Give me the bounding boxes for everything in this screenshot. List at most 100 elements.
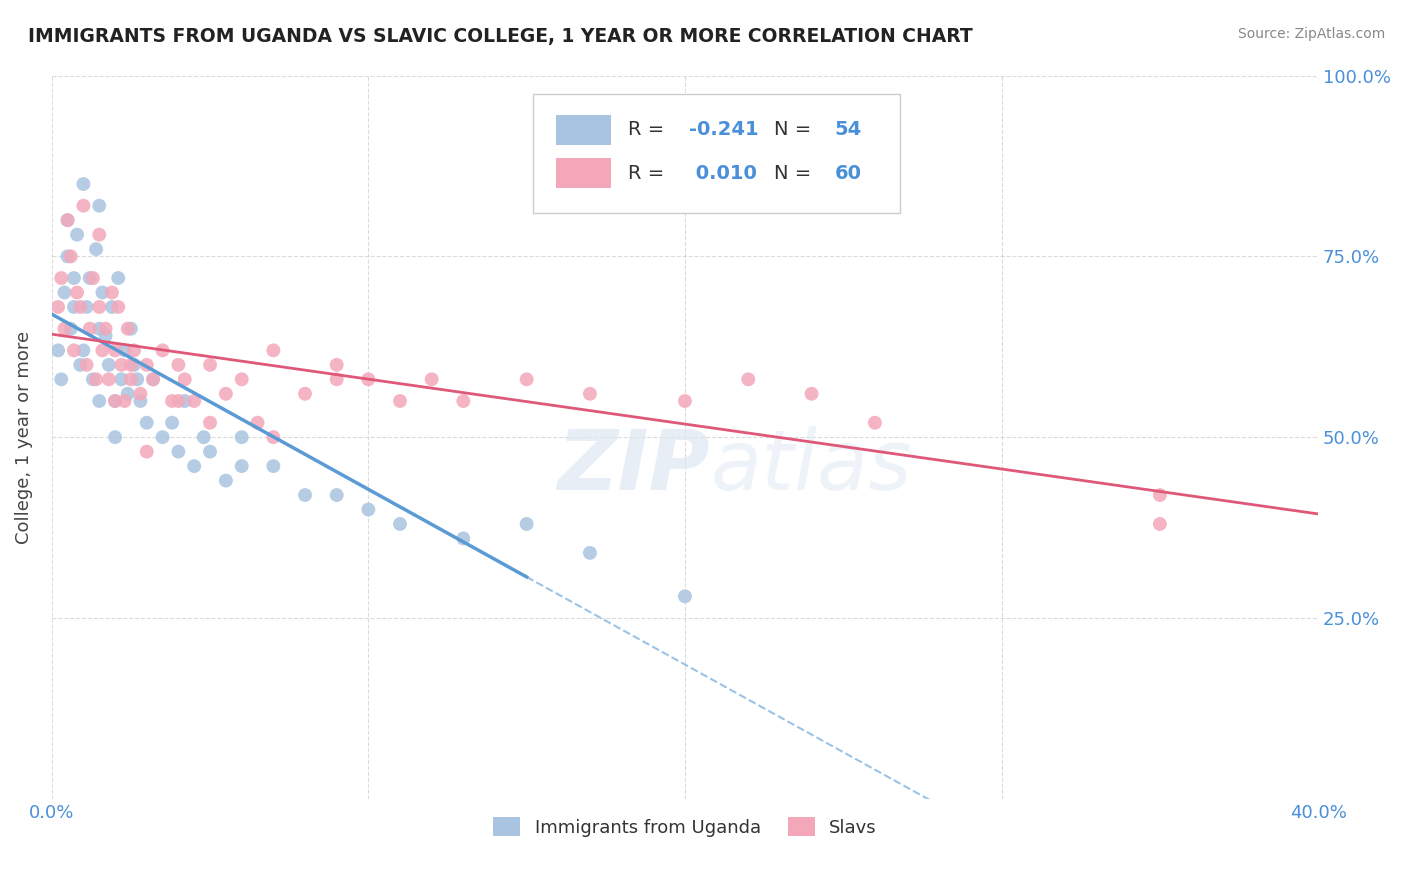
Point [215, 386, 238, 401]
Point [63, 300, 86, 314]
Point [69, 358, 91, 372]
Point [110, 358, 132, 372]
Point [59, 321, 82, 335]
Point [120, 358, 142, 372]
Point [246, 416, 269, 430]
Point [51, 271, 73, 285]
Point [262, 343, 284, 358]
Point [1149, 488, 1171, 502]
Point [72, 199, 94, 213]
Point [94, 329, 117, 343]
Point [357, 502, 380, 516]
Point [129, 386, 152, 401]
Point [84, 242, 107, 256]
Point [863, 416, 886, 430]
Point [104, 394, 127, 409]
Text: Source: ZipAtlas.com: Source: ZipAtlas.com [1237, 27, 1385, 41]
Text: R =: R = [628, 120, 671, 139]
Point [72, 177, 94, 191]
Point [420, 372, 443, 386]
Point [388, 394, 411, 409]
Point [56, 213, 79, 227]
Text: IMMIGRANTS FROM UGANDA VS SLAVIC COLLEGE, 1 YEAR OR MORE CORRELATION CHART: IMMIGRANTS FROM UGANDA VS SLAVIC COLLEGE… [28, 27, 973, 45]
Point [97, 358, 120, 372]
Point [357, 372, 380, 386]
Point [135, 358, 157, 372]
Point [231, 372, 253, 386]
Point [516, 372, 538, 386]
Text: ZIP: ZIP [558, 425, 710, 507]
Point [91, 285, 114, 300]
Point [94, 321, 117, 335]
Point [79, 321, 101, 335]
Point [579, 386, 602, 401]
Point [262, 459, 284, 474]
Point [51, 372, 73, 386]
Point [183, 459, 205, 474]
Text: 0.010: 0.010 [689, 163, 756, 183]
FancyBboxPatch shape [533, 94, 900, 213]
Point [63, 343, 86, 358]
Point [737, 372, 759, 386]
Point [89, 227, 111, 242]
Point [104, 430, 127, 444]
Point [127, 372, 149, 386]
Point [231, 459, 253, 474]
Point [1149, 516, 1171, 531]
Point [388, 516, 411, 531]
Point [122, 343, 145, 358]
FancyBboxPatch shape [555, 158, 612, 188]
Point [173, 372, 195, 386]
Point [63, 271, 86, 285]
Point [114, 394, 136, 409]
Point [76, 358, 98, 372]
Point [101, 285, 124, 300]
Point [76, 300, 98, 314]
Point [117, 386, 139, 401]
Point [142, 372, 165, 386]
Text: N =: N = [773, 163, 817, 183]
Point [89, 300, 111, 314]
Point [97, 372, 120, 386]
Point [673, 394, 696, 409]
Point [120, 372, 142, 386]
Point [46, 300, 69, 314]
Point [82, 372, 104, 386]
Point [79, 271, 101, 285]
Point [89, 394, 111, 409]
Point [198, 416, 221, 430]
Point [325, 358, 347, 372]
Point [453, 532, 475, 546]
Point [167, 444, 190, 458]
Point [193, 430, 215, 444]
Point [72, 343, 94, 358]
Point [66, 285, 89, 300]
Point [160, 416, 183, 430]
Legend: Immigrants from Uganda, Slavs: Immigrants from Uganda, Slavs [486, 810, 884, 844]
Y-axis label: College, 1 year or more: College, 1 year or more [15, 331, 32, 544]
Point [46, 343, 69, 358]
Point [104, 343, 127, 358]
Point [84, 372, 107, 386]
Point [69, 300, 91, 314]
Point [117, 321, 139, 335]
Point [453, 394, 475, 409]
Point [135, 416, 157, 430]
Point [294, 488, 316, 502]
Point [325, 488, 347, 502]
Point [53, 321, 76, 335]
Point [160, 394, 183, 409]
Point [152, 430, 174, 444]
Point [579, 546, 602, 560]
Point [122, 358, 145, 372]
Point [53, 285, 76, 300]
Point [215, 474, 238, 488]
Point [114, 343, 136, 358]
Text: 54: 54 [834, 120, 862, 139]
Text: atlas: atlas [710, 425, 912, 507]
Point [56, 213, 79, 227]
Point [89, 199, 111, 213]
Text: N =: N = [773, 120, 817, 139]
Point [129, 394, 152, 409]
Point [294, 386, 316, 401]
